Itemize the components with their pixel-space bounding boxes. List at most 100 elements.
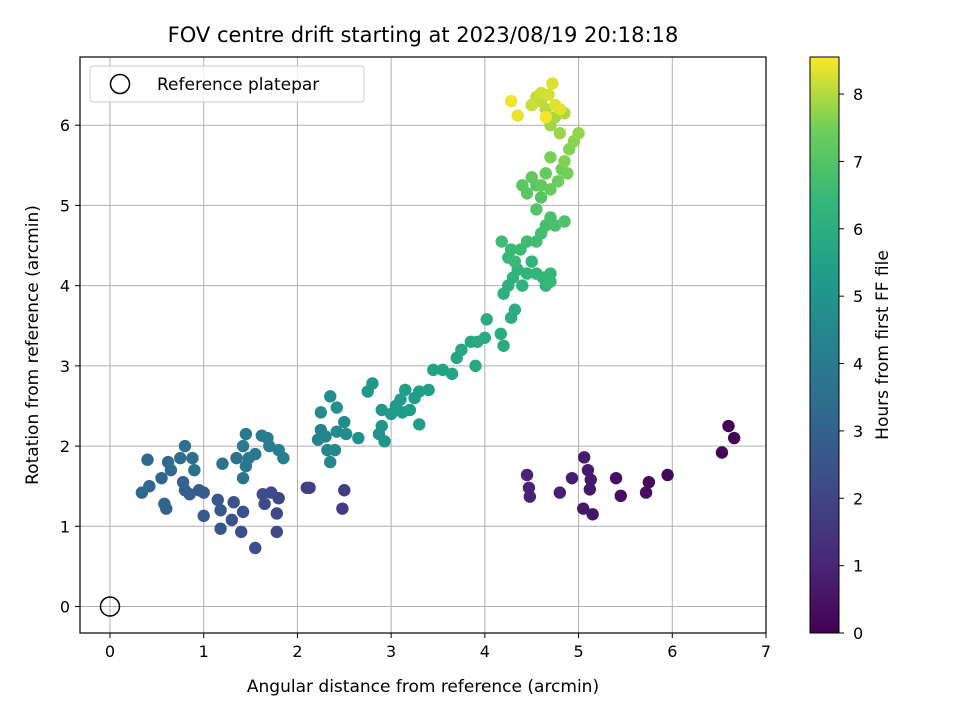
data-point xyxy=(504,243,518,256)
data-point xyxy=(494,327,507,340)
x-tick-label: 2 xyxy=(292,642,302,661)
colorbar-tick-label: 8 xyxy=(853,85,863,104)
colorbar-label: Hours from first FF file xyxy=(873,250,893,440)
data-point xyxy=(544,183,557,196)
data-point xyxy=(455,343,468,357)
data-point xyxy=(174,451,187,465)
data-point xyxy=(155,471,168,485)
data-point xyxy=(584,473,597,486)
x-tick-label: 3 xyxy=(386,642,396,661)
data-point xyxy=(511,109,524,122)
reference-platepar-marker xyxy=(99,596,121,617)
data-point xyxy=(480,313,493,326)
data-point xyxy=(214,522,227,535)
data-point xyxy=(328,443,342,457)
data-point xyxy=(577,451,591,464)
data-point xyxy=(188,463,201,477)
data-point xyxy=(330,425,343,438)
x-axis-ticks: 0 1 2 3 4 5 6 7 xyxy=(105,633,771,661)
x-tick-label: 4 xyxy=(480,642,490,661)
data-point xyxy=(270,507,284,520)
y-tick-label: 1 xyxy=(60,517,70,536)
data-point xyxy=(520,235,534,248)
y-tick-label: 3 xyxy=(60,357,70,376)
y-axis-label: Rotation from reference (arcmin) xyxy=(23,205,43,485)
data-point xyxy=(497,339,510,353)
data-point xyxy=(225,513,239,527)
y-tick-label: 2 xyxy=(60,437,70,456)
x-tick-label: 7 xyxy=(761,642,771,661)
data-point xyxy=(553,102,567,116)
y-tick-label: 4 xyxy=(60,277,70,296)
data-point xyxy=(495,235,508,248)
y-tick-label: 5 xyxy=(60,196,70,215)
colorbar-tick-label: 0 xyxy=(853,624,863,643)
data-point xyxy=(197,509,210,523)
data-point xyxy=(336,502,349,515)
data-point xyxy=(258,497,271,511)
data-point xyxy=(366,377,379,390)
data-point xyxy=(727,431,741,445)
legend-reference-marker-icon xyxy=(109,73,131,95)
data-point xyxy=(263,439,276,453)
gridlines xyxy=(80,57,767,633)
data-point xyxy=(715,446,729,459)
data-point xyxy=(639,486,653,499)
data-point xyxy=(158,497,171,511)
data-point xyxy=(572,127,585,140)
colorbar-tick-label: 1 xyxy=(853,557,863,576)
data-point xyxy=(551,175,565,188)
data-point xyxy=(534,179,548,192)
data-point xyxy=(642,475,656,489)
data-point xyxy=(583,483,597,496)
data-point xyxy=(249,541,262,555)
data-point xyxy=(216,457,229,470)
data-point xyxy=(436,363,449,377)
data-point xyxy=(339,427,353,441)
data-point xyxy=(561,167,574,180)
data-point xyxy=(330,401,343,414)
data-point xyxy=(661,468,674,482)
data-point xyxy=(445,367,459,381)
data-point xyxy=(581,463,595,477)
data-point xyxy=(558,215,571,228)
data-point xyxy=(534,191,548,204)
data-point xyxy=(508,255,522,268)
data-point xyxy=(546,77,559,90)
data-point xyxy=(522,481,536,494)
legend-label: Reference platepar xyxy=(157,75,319,95)
data-point xyxy=(178,439,192,453)
colorbar-tick-label: 2 xyxy=(853,489,863,508)
y-axis-ticks: 0 1 2 3 4 5 6 xyxy=(60,116,80,617)
data-point xyxy=(427,363,440,377)
data-point xyxy=(319,430,332,443)
colorbar-tick-label: 4 xyxy=(853,355,863,374)
data-point xyxy=(722,419,735,433)
data-point xyxy=(530,203,543,216)
data-point xyxy=(324,455,337,469)
data-point xyxy=(577,502,590,515)
data-point xyxy=(609,471,623,485)
data-point xyxy=(553,486,567,499)
x-axis-label: Angular distance from reference (arcmin) xyxy=(247,677,599,697)
data-point xyxy=(565,471,579,485)
data-point xyxy=(314,406,328,419)
data-point xyxy=(211,493,224,507)
data-point xyxy=(542,88,555,101)
data-point xyxy=(413,385,426,398)
data-point xyxy=(504,94,518,108)
colorbar-tick-label: 6 xyxy=(853,220,863,239)
y-tick-label: 0 xyxy=(60,598,70,617)
data-point xyxy=(525,255,538,268)
data-point xyxy=(186,451,199,465)
plot-frame xyxy=(79,56,767,634)
data-point xyxy=(227,496,240,509)
legend: Reference platepar xyxy=(89,65,365,103)
colorbar-tick-label: 3 xyxy=(853,422,863,441)
data-point xyxy=(516,279,529,292)
data-point xyxy=(525,98,538,112)
x-tick-label: 0 xyxy=(105,642,115,661)
colorbar xyxy=(809,56,840,634)
data-point xyxy=(164,463,178,477)
data-point xyxy=(270,525,284,539)
